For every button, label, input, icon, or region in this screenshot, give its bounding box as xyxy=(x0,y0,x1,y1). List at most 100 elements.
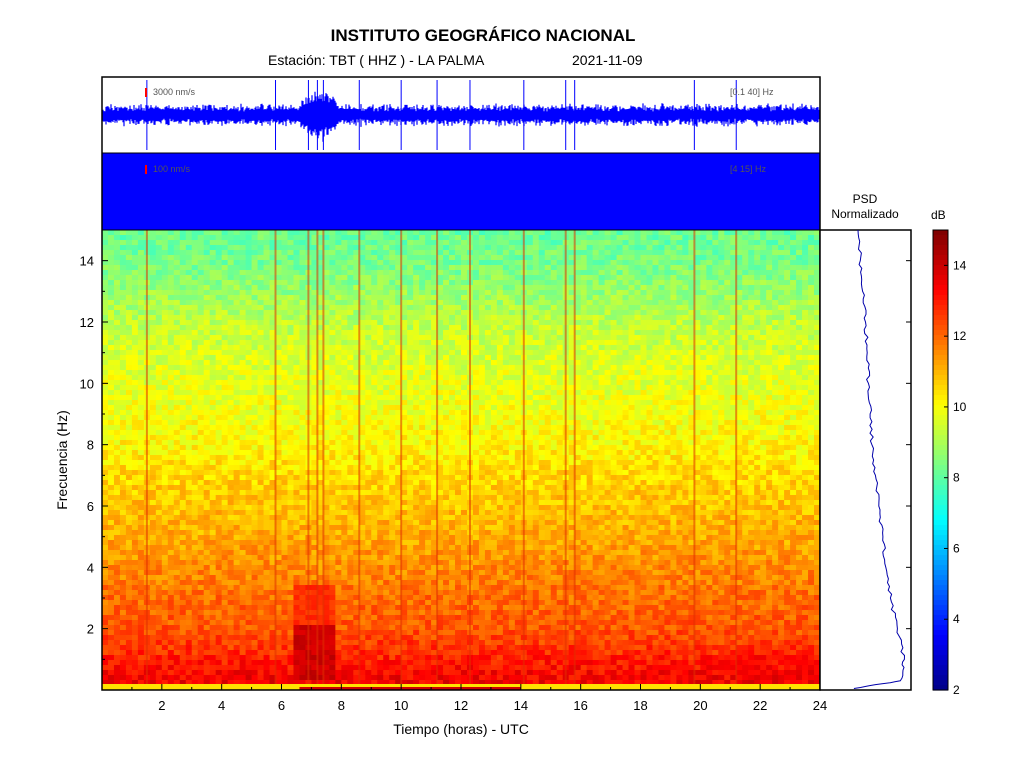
heatmap-cell xyxy=(616,285,624,291)
heatmap-cell xyxy=(682,255,689,261)
heatmap-cell xyxy=(119,345,127,351)
heatmap-cell xyxy=(598,285,606,291)
heatmap-cell xyxy=(616,245,624,251)
heatmap-cell xyxy=(514,230,522,236)
heatmap-cell xyxy=(760,415,767,421)
heatmap-cell xyxy=(431,390,438,396)
heatmap-cell xyxy=(287,355,295,361)
heatmap-cell xyxy=(293,395,301,401)
heatmap-cell xyxy=(586,400,594,406)
heatmap-cell xyxy=(227,315,235,321)
heatmap-cell xyxy=(808,405,815,411)
heatmap-cell xyxy=(718,420,725,426)
heatmap-cell xyxy=(359,425,366,431)
heatmap-cell xyxy=(700,365,707,371)
heatmap-cell xyxy=(329,370,336,376)
heatmap-cell xyxy=(275,390,283,396)
heatmap-cell xyxy=(449,360,456,366)
heatmap-cell xyxy=(652,335,660,341)
heatmap-cell xyxy=(102,385,109,391)
heatmap-cell xyxy=(365,265,372,271)
heatmap-cell xyxy=(437,360,444,366)
heatmap-cell xyxy=(293,360,301,366)
heatmap-cell xyxy=(221,345,229,351)
heatmap-cell xyxy=(215,260,223,266)
heatmap-cell xyxy=(514,430,522,436)
heatmap-cell xyxy=(592,290,600,296)
heatmap-cell xyxy=(694,365,701,371)
heatmap-cell xyxy=(694,410,701,416)
heatmap-cell xyxy=(508,270,516,276)
heatmap-cell xyxy=(203,395,211,401)
heatmap-cell xyxy=(191,425,199,431)
heatmap-cell xyxy=(353,275,360,281)
heatmap-cell xyxy=(550,395,558,401)
heatmap-cell xyxy=(113,425,121,431)
heatmap-cell xyxy=(526,270,534,276)
heatmap-cell xyxy=(754,385,761,391)
heatmap-cell xyxy=(401,295,408,301)
heatmap-cell xyxy=(772,265,779,271)
heatmap-cell xyxy=(239,240,247,246)
heatmap-cell xyxy=(574,370,582,376)
heatmap-cell xyxy=(508,410,516,416)
heatmap-cell xyxy=(209,265,217,271)
heatmap-cell xyxy=(700,360,707,366)
heatmap-cell xyxy=(449,410,456,416)
heatmap-cell xyxy=(778,310,785,316)
heatmap-cell xyxy=(610,370,618,376)
heatmap-cell xyxy=(461,380,468,386)
heatmap-cell xyxy=(718,375,725,381)
heatmap-cell xyxy=(389,290,396,296)
heatmap-cell xyxy=(125,290,133,296)
heatmap-cell xyxy=(592,405,600,411)
heatmap-cell xyxy=(670,285,677,291)
heatmap-cell xyxy=(245,360,253,366)
heatmap-cell xyxy=(754,295,761,301)
heatmap-cell xyxy=(287,245,295,251)
heatmap-cell xyxy=(658,235,666,241)
heatmap-cell xyxy=(538,385,546,391)
heatmap-cell xyxy=(604,370,612,376)
date-label: 2021-11-09 xyxy=(572,52,643,68)
heatmap-cell xyxy=(814,410,820,416)
heatmap-cell xyxy=(646,345,654,351)
heatmap-cell xyxy=(215,395,223,401)
heatmap-cell xyxy=(514,410,522,416)
heatmap-cell xyxy=(604,320,612,326)
heatmap-cell xyxy=(257,310,265,316)
heatmap-cell xyxy=(293,330,301,336)
heatmap-cell xyxy=(209,395,217,401)
heatmap-cell xyxy=(293,295,301,301)
heatmap-cell xyxy=(808,260,815,266)
heatmap-cell xyxy=(646,395,654,401)
heatmap-cell xyxy=(760,410,767,416)
heatmap-cell xyxy=(257,285,265,291)
heatmap-cell xyxy=(766,260,773,266)
heatmap-cell xyxy=(221,390,229,396)
heatmap-cell xyxy=(568,310,576,316)
heatmap-cell xyxy=(102,315,109,321)
heatmap-cell xyxy=(317,425,324,431)
heatmap-cell xyxy=(586,430,594,436)
heatmap-cell xyxy=(215,255,223,261)
heatmap-cell xyxy=(323,430,330,436)
heatmap-cell xyxy=(658,305,666,311)
heatmap-cell xyxy=(155,245,163,251)
heatmap-cell xyxy=(263,335,271,341)
heatmap-cell xyxy=(814,415,820,421)
heatmap-cell xyxy=(634,260,642,266)
heatmap-cell xyxy=(317,385,324,391)
heatmap-cell xyxy=(389,350,396,356)
heatmap-cell xyxy=(748,360,755,366)
heatmap-cell xyxy=(317,315,324,321)
heatmap-cell xyxy=(221,370,229,376)
heatmap-cell xyxy=(814,310,820,316)
heatmap-cell xyxy=(449,400,456,406)
heatmap-cell xyxy=(359,300,366,306)
heatmap-cell xyxy=(125,320,133,326)
heatmap-cell xyxy=(610,260,618,266)
heatmap-cell xyxy=(413,345,420,351)
heatmap-cell xyxy=(407,330,414,336)
heatmap-cell xyxy=(490,280,498,286)
